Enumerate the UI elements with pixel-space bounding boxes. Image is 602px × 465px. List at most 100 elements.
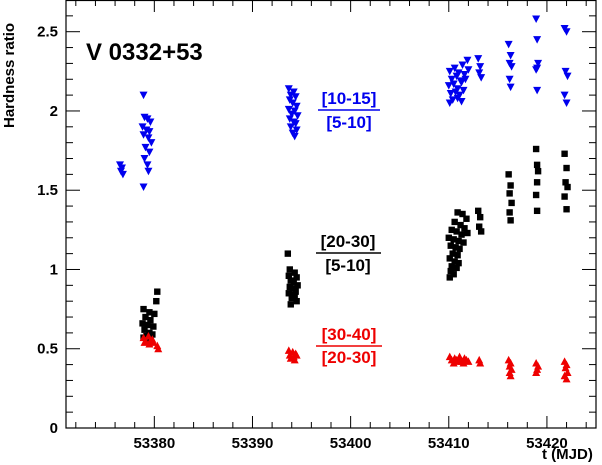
triangle-down-data-point: [475, 69, 484, 77]
square-data-point: [446, 274, 453, 281]
triangle-down-data-point: [505, 75, 514, 84]
triangle-down-data-point: [446, 90, 455, 98]
square-data-point: [476, 223, 483, 230]
triangle-down-data-point: [562, 99, 571, 108]
triangle-down-data-point: [562, 28, 571, 36]
y-axis-title: Hardness ratio: [1, 23, 18, 128]
triangle-down-data-point: [292, 126, 301, 134]
triangle-up-data-point: [154, 344, 163, 353]
square-data-point: [446, 255, 453, 262]
triangle-down-data-point: [143, 161, 152, 169]
square-data-point: [141, 326, 148, 333]
square-data-point: [293, 274, 300, 281]
triangle-down-data-point: [563, 72, 572, 81]
triangle-down-data-point: [507, 63, 516, 71]
triangle-down-data-point: [444, 82, 453, 90]
square-data-point: [455, 237, 462, 245]
triangle-down-data-point: [144, 167, 153, 176]
triangle-down-data-point: [291, 120, 300, 128]
blue-ratio-label: [10-15] [5-10]: [318, 89, 380, 132]
square-data-point: [505, 171, 512, 178]
series-0-points: [115, 15, 572, 192]
square-data-point: [507, 217, 514, 224]
square-data-point: [456, 245, 463, 253]
triangle-down-data-point: [506, 51, 515, 60]
square-data-point: [139, 320, 146, 327]
square-data-point: [453, 264, 460, 272]
square-data-point: [454, 252, 461, 259]
triangle-down-data-point: [463, 56, 472, 65]
square-data-point: [147, 317, 154, 324]
square-data-point: [461, 225, 468, 232]
triangle-down-data-point: [139, 131, 148, 139]
triangle-down-data-point: [293, 112, 302, 120]
y-tick-label: 2: [50, 103, 58, 120]
triangle-down-data-point: [138, 123, 147, 131]
square-data-point: [562, 179, 569, 186]
triangle-down-data-point: [286, 123, 295, 131]
triangle-down-data-point: [445, 99, 454, 108]
triangle-down-data-point: [118, 170, 127, 179]
square-data-point: [451, 258, 458, 265]
square-data-point: [445, 234, 452, 241]
square-data-point: [288, 294, 295, 302]
square-data-point: [453, 228, 460, 235]
square-data-point: [284, 250, 292, 257]
triangle-up-data-point: [140, 338, 149, 346]
triangle-down-data-point: [474, 55, 483, 63]
series-2-points: [139, 332, 572, 383]
square-data-point: [455, 259, 462, 267]
triangle-up-data-point: [506, 371, 515, 380]
square-data-point: [140, 305, 147, 313]
triangle-down-data-point: [458, 61, 467, 69]
square-data-point: [290, 278, 297, 286]
square-data-point: [534, 168, 542, 175]
triangle-down-data-point: [533, 36, 542, 44]
square-data-point: [294, 282, 301, 289]
black-ratio-numerator: [20-30]: [321, 232, 376, 251]
triangle-down-data-point: [144, 134, 153, 142]
square-data-point: [454, 209, 461, 216]
square-data-point: [532, 191, 540, 199]
axis-ticks: 53380 53390 53400 53410 53420 0 0.5 1 1.5 2 2.5: [37, 0, 596, 452]
triangle-up-data-point: [532, 368, 541, 377]
square-data-point: [448, 226, 455, 234]
triangle-down-data-point: [445, 67, 454, 76]
triangle-down-data-point: [460, 71, 469, 79]
square-data-point: [464, 229, 471, 237]
triangle-down-data-point: [459, 86, 468, 95]
square-data-point: [144, 321, 151, 329]
triangle-down-data-point: [532, 15, 541, 24]
triangle-down-data-point: [284, 85, 293, 93]
square-data-point: [450, 271, 457, 278]
triangle-down-data-point: [284, 105, 293, 114]
square-data-point: [154, 288, 161, 295]
square-data-point: [285, 272, 292, 280]
triangle-up-data-point: [464, 357, 473, 365]
x-tick-label: 53380: [133, 435, 175, 452]
triangle-up-data-point: [476, 359, 485, 367]
square-data-point: [533, 207, 541, 215]
triangle-down-data-point: [285, 115, 294, 123]
square-data-point: [450, 236, 457, 243]
square-data-point: [146, 309, 153, 316]
triangle-down-data-point: [504, 40, 513, 49]
square-data-point: [532, 145, 540, 153]
square-data-point: [452, 244, 459, 251]
data-points: [115, 15, 572, 383]
black-ratio-label: [20-30] [5-10]: [316, 232, 381, 275]
square-data-point: [508, 199, 515, 207]
triangle-down-data-point: [464, 66, 473, 74]
triangle-down-data-point: [453, 94, 462, 103]
triangle-down-data-point: [449, 80, 458, 89]
square-data-point: [460, 239, 467, 246]
triangle-down-data-point: [561, 67, 570, 76]
square-data-point: [153, 297, 160, 305]
triangle-down-data-point: [506, 83, 515, 92]
triangle-down-data-point: [145, 128, 154, 136]
square-data-point: [506, 190, 513, 197]
red-ratio-denominator: [20-30]: [322, 348, 377, 367]
triangle-up-data-point: [290, 355, 299, 364]
